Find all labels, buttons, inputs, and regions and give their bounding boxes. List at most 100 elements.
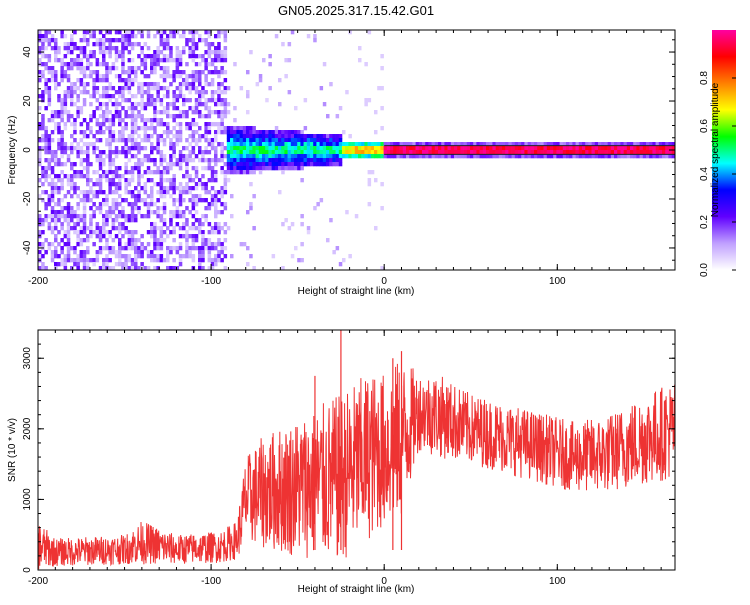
spectrogram-cell	[98, 226, 103, 231]
spectrogram-cell	[134, 130, 138, 135]
spectrogram-cell	[239, 162, 244, 167]
spectrogram-cell	[223, 246, 228, 251]
spectrogram-cell	[460, 150, 464, 155]
spectrogram-cell	[137, 146, 141, 151]
spectrogram-cell	[178, 190, 183, 195]
spectrogram-cell	[130, 266, 135, 271]
spectrogram-cell	[73, 162, 77, 167]
spectrogram-cell	[153, 98, 157, 103]
spectrogram-cell	[134, 66, 138, 71]
spectrogram-cell	[73, 146, 77, 151]
spectrogram-cell	[217, 198, 221, 203]
spectrogram-cell	[476, 150, 480, 155]
spectrogram-cell	[95, 118, 100, 123]
spectrogram-cell	[153, 70, 157, 75]
spectrogram-cell	[185, 250, 189, 255]
spectrogram-cell	[182, 114, 186, 119]
spectrogram-cell	[223, 222, 228, 227]
spectrogram-cell	[559, 150, 564, 155]
spectrogram-cell	[214, 70, 218, 75]
spectrogram-cell	[201, 70, 205, 75]
spectrogram-cell	[172, 186, 176, 191]
spectrogram-cell	[319, 162, 324, 167]
spectrogram-cell	[479, 146, 484, 151]
spectrogram-cell	[70, 86, 74, 91]
spectrogram-cell	[300, 150, 304, 155]
spectrogram-cell	[105, 86, 109, 91]
spectrogram-cell	[342, 130, 346, 135]
spectrogram-cell	[185, 158, 189, 163]
spectrogram-cell	[63, 146, 68, 151]
spectrogram-cell	[44, 126, 48, 131]
spectrogram-cell	[207, 130, 212, 135]
spectrogram-cell	[89, 234, 93, 239]
spectrogram-cell	[92, 34, 96, 39]
spectrogram-cell	[486, 150, 490, 155]
spectrogram-cell	[290, 30, 295, 35]
spectrogram-cell	[204, 246, 208, 251]
spectrogram-cell	[207, 206, 212, 211]
spectrogram-cell	[242, 158, 247, 163]
spectrogram-cell	[607, 154, 612, 159]
spectrogram-cell	[121, 206, 125, 211]
spectrogram-cell	[214, 158, 218, 163]
spectrogram-cell	[60, 106, 64, 111]
spectrogram-cell	[156, 138, 160, 143]
spectrogram-cell	[300, 154, 304, 159]
spectrogram-cell	[210, 202, 215, 207]
spectrogram-cell	[178, 182, 183, 187]
spectrogram-cell	[441, 150, 445, 155]
spectrogram-cell	[137, 142, 141, 147]
spectrogram-cell	[332, 250, 336, 255]
spectrogram-cell	[294, 146, 298, 151]
spectrogram-cell	[527, 142, 532, 147]
spectrogram-cell	[393, 142, 397, 147]
spectrogram-cell	[118, 194, 122, 199]
spectrogram-cell	[47, 158, 52, 163]
spectrogram-cell	[482, 154, 487, 159]
spectrogram-cell	[76, 150, 80, 155]
spectrogram-cell	[130, 42, 135, 47]
spectrogram-cell	[162, 138, 167, 143]
spectrogram-cell	[175, 30, 180, 35]
spectrogram-cell	[124, 78, 128, 83]
spectrogram-cell	[156, 190, 160, 195]
spectrogram-cell	[50, 206, 55, 211]
spectrogram-cell	[105, 198, 109, 203]
spectrogram-cell	[671, 150, 676, 155]
spectrogram-cell	[255, 142, 260, 147]
spectrogram-cell	[300, 162, 304, 167]
spectrogram-cell	[393, 154, 397, 159]
spectrogram-cell	[214, 194, 218, 199]
spectrogram-cell	[207, 238, 212, 243]
spectrogram-cell	[281, 154, 285, 159]
spectrogram-cell	[95, 230, 100, 235]
spectrogram-cell	[194, 86, 199, 91]
spectrogram-cell	[92, 114, 96, 119]
spectrogram-cell	[70, 266, 74, 271]
spectrogram-cell	[415, 146, 420, 151]
spectrogram-cell	[41, 46, 45, 51]
spectrogram-cell	[50, 46, 55, 51]
spectrogram-cell	[50, 34, 55, 39]
spectrogram-cell	[82, 254, 87, 259]
spectrogram-cell	[127, 106, 132, 111]
spectrogram-cell	[201, 38, 205, 43]
spectrogram-cell	[450, 150, 455, 155]
spectrogram-cell	[204, 198, 208, 203]
spectrogram-cell	[108, 46, 112, 51]
spectrogram-cell	[306, 146, 311, 151]
spectrogram-cell	[172, 118, 176, 123]
spectrogram-cell	[143, 42, 148, 47]
spectrogram-cell	[137, 170, 141, 175]
spectrogram-cell	[95, 138, 100, 143]
spectrogram-cell	[207, 266, 212, 271]
spectrogram-cell	[50, 166, 55, 171]
spectrogram-cell	[137, 150, 141, 155]
spectrogram-cell	[150, 122, 154, 127]
spectrogram-cell	[191, 130, 196, 135]
spectrogram-cell	[562, 142, 567, 147]
spectrogram-cell	[367, 202, 372, 207]
spectrogram-cell	[226, 226, 231, 231]
spectrogram-cell	[223, 38, 228, 43]
